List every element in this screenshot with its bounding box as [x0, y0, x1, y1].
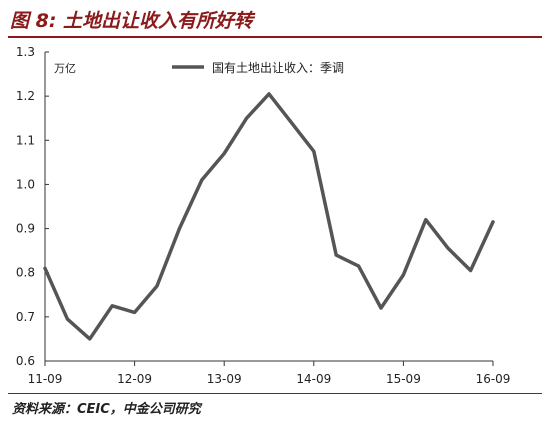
y-tick-label: 0.8 — [16, 266, 35, 280]
x-tick-label: 15-09 — [386, 372, 421, 386]
y-tick-label: 1.0 — [16, 177, 35, 191]
x-axis-ticks: 11-09 12-09 13-09 14-09 15-09 16-09 — [28, 361, 511, 386]
y-tick-label: 0.6 — [16, 354, 35, 368]
title-divider — [8, 36, 542, 38]
y-tick-label: 0.7 — [16, 310, 35, 324]
y-axis-ticks: 0.6 0.7 0.8 0.9 1.0 1.1 1.2 1.3 — [16, 45, 49, 368]
y-tick-label: 1.3 — [16, 45, 35, 59]
x-tick-label: 11-09 — [28, 372, 63, 386]
source-note: 资料来源：CEIC，中金公司研究 — [12, 402, 201, 417]
source-divider — [8, 393, 542, 394]
x-tick-label: 13-09 — [207, 372, 242, 386]
legend: 国有土地出让收入：季调 — [172, 61, 344, 75]
y-tick-label: 1.2 — [16, 89, 35, 103]
legend-label: 国有土地出让收入：季调 — [212, 61, 344, 75]
x-tick-label: 12-09 — [117, 372, 152, 386]
unit-label: 万亿 — [54, 62, 76, 75]
figure-title: 图 8: 土地出让收入有所好转 — [10, 10, 254, 32]
x-tick-label: 14-09 — [296, 372, 331, 386]
chart-axes — [44, 52, 493, 362]
y-tick-label: 0.9 — [16, 222, 35, 236]
x-tick-label: 16-09 — [476, 372, 511, 386]
y-tick-label: 1.1 — [16, 133, 35, 147]
series-line-land-transfer-revenue — [43, 92, 495, 341]
